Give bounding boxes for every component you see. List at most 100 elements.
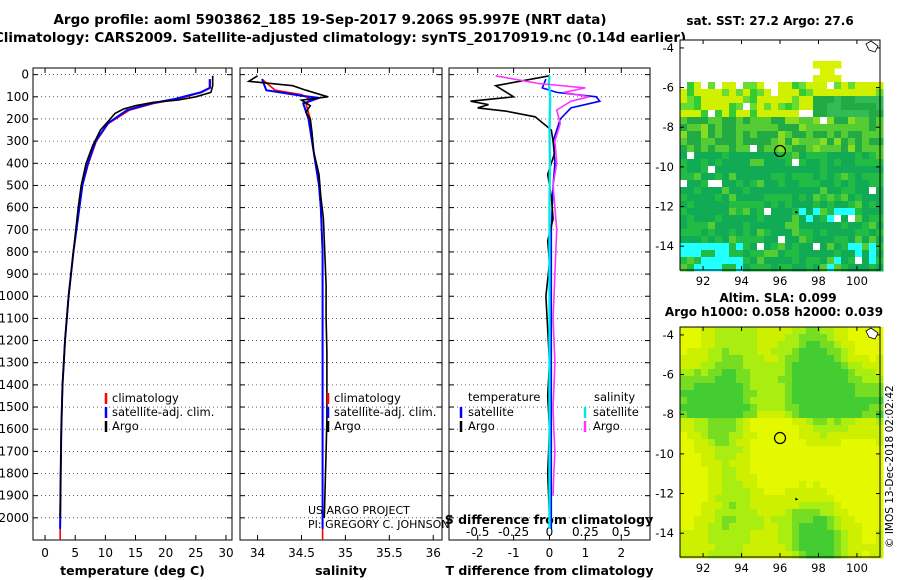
map-cell — [708, 439, 716, 447]
map-cell — [701, 509, 709, 517]
imos-stamp: © IMOS 13-Dec-2018 02:02:42 — [884, 385, 896, 548]
map-cell — [778, 250, 786, 258]
map-cell — [799, 264, 807, 272]
map-cell — [701, 110, 709, 118]
map-cell — [736, 124, 744, 132]
map-cell — [722, 229, 730, 237]
map-cell — [757, 250, 765, 258]
map-cell — [855, 460, 863, 468]
map-cell — [701, 383, 709, 391]
map-cell — [680, 404, 688, 412]
map-cell — [771, 222, 779, 230]
map-cell — [701, 523, 709, 531]
map-cell — [820, 257, 828, 265]
map-cell — [771, 96, 779, 104]
map-cell — [869, 124, 877, 132]
map-cell — [869, 439, 877, 447]
map-cell — [680, 145, 688, 153]
map-cell — [848, 194, 856, 202]
map-cell — [841, 411, 849, 419]
x-tick-label: 36 — [426, 546, 441, 560]
map-cell — [729, 222, 737, 230]
map-cell — [792, 502, 800, 510]
map-cell — [708, 460, 716, 468]
map-cell — [771, 495, 779, 503]
map-cell — [743, 110, 751, 118]
map-cell — [792, 124, 800, 132]
map-cell — [680, 390, 688, 398]
map-cell — [848, 537, 856, 545]
map-cell — [799, 250, 807, 258]
map-cell — [799, 446, 807, 454]
map-cell — [869, 397, 877, 405]
map-cell — [855, 502, 863, 510]
map-cell — [778, 145, 786, 153]
map-cell — [792, 348, 800, 356]
map-cell — [841, 110, 849, 118]
map-cell — [834, 110, 842, 118]
map-cell — [778, 208, 786, 216]
map-cell — [813, 411, 821, 419]
map-cell — [799, 187, 807, 195]
map-cell — [792, 257, 800, 265]
legend-label: climatology — [112, 391, 179, 405]
map-cell — [827, 544, 835, 552]
map-cell — [729, 173, 737, 181]
title-line1: Argo profile: aoml 5903862_185 19-Sep-20… — [53, 12, 606, 28]
map-cell — [862, 250, 870, 258]
map-cell — [855, 418, 863, 426]
map-cell — [708, 257, 716, 265]
map-cell — [848, 425, 856, 433]
map-cell — [708, 159, 716, 167]
map-cell — [778, 355, 786, 363]
map-cell — [764, 250, 772, 258]
depth-tick-label: 200 — [6, 112, 29, 126]
map-cell — [799, 418, 807, 426]
legend-label: Argo — [112, 419, 139, 433]
map-cell — [729, 460, 737, 468]
map-cell — [729, 236, 737, 244]
map-cell — [750, 432, 758, 440]
map-cell — [869, 551, 877, 559]
map-cell — [771, 530, 779, 538]
map-cell — [827, 75, 835, 83]
map-cell — [834, 516, 842, 524]
map-cell — [778, 257, 786, 265]
map-cell — [757, 82, 765, 90]
map-cell — [687, 544, 695, 552]
map-cell — [792, 397, 800, 405]
map-cell — [785, 257, 793, 265]
map-cell — [715, 481, 723, 489]
map-cell — [764, 425, 772, 433]
map-cell — [722, 222, 730, 230]
map-cell — [848, 376, 856, 384]
map-cell — [862, 334, 870, 342]
map-cell — [799, 530, 807, 538]
map-cell — [862, 180, 870, 188]
credit-line1: US ARGO PROJECT — [308, 504, 410, 517]
map-cell — [722, 390, 730, 398]
map-cell — [771, 341, 779, 349]
map-cell — [694, 229, 702, 237]
map-cell — [701, 467, 709, 475]
map-cell — [757, 229, 765, 237]
map-cell — [715, 404, 723, 412]
map-cell — [743, 404, 751, 412]
map-cell — [715, 418, 723, 426]
map-cell — [792, 82, 800, 90]
map-cell — [680, 439, 688, 447]
map-cell — [715, 264, 723, 272]
x-tick-label: 0 — [41, 546, 49, 560]
map-cell — [778, 103, 786, 111]
map-x-tick-label: 98 — [811, 561, 826, 575]
map-cell — [799, 509, 807, 517]
map-cell — [855, 250, 863, 258]
map-cell — [694, 222, 702, 230]
map-cell — [841, 208, 849, 216]
map-cell — [785, 215, 793, 223]
map-cell — [764, 89, 772, 97]
map-cell — [834, 201, 842, 209]
map-cell — [799, 425, 807, 433]
map-cell — [687, 194, 695, 202]
map-cell — [778, 488, 786, 496]
